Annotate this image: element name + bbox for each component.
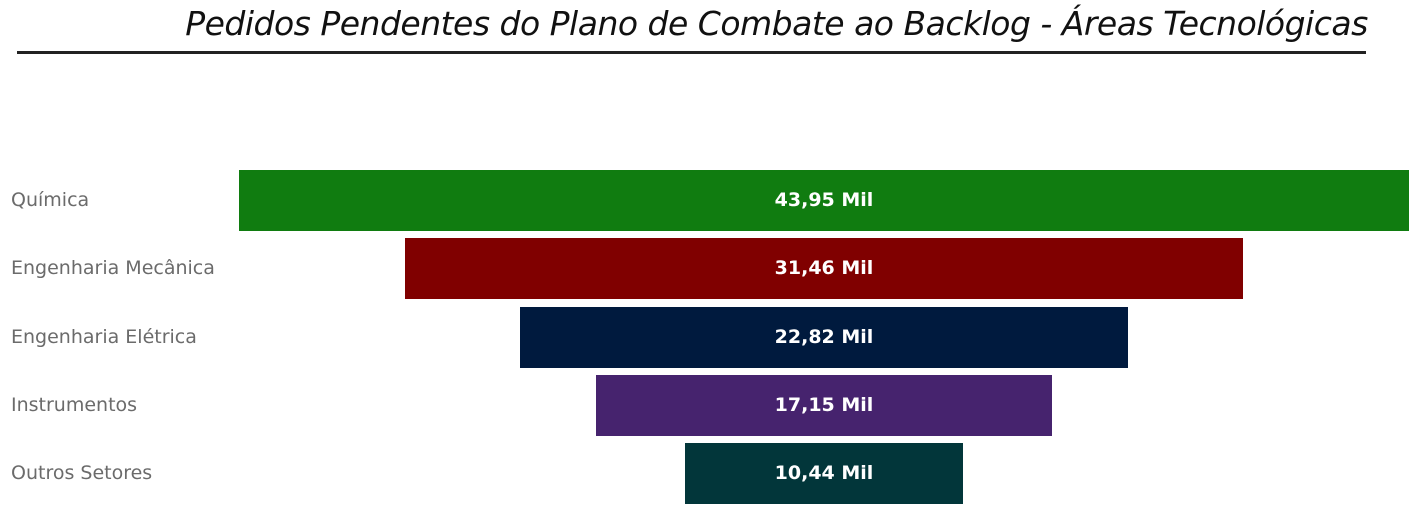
category-label: Engenharia Elétrica xyxy=(11,307,197,368)
chart-title: Pedidos Pendentes do Plano de Combate ao… xyxy=(0,4,1413,43)
data-label: 10,44 Mil xyxy=(685,443,963,504)
data-label: 31,46 Mil xyxy=(405,238,1243,299)
category-label: Outros Setores xyxy=(11,443,152,504)
category-label: Engenharia Mecânica xyxy=(11,238,215,299)
category-label: Química xyxy=(11,170,89,231)
data-label: 43,95 Mil xyxy=(239,170,1409,231)
data-label: 22,82 Mil xyxy=(520,307,1127,368)
data-label: 17,15 Mil xyxy=(596,375,1053,436)
category-label: Instrumentos xyxy=(11,375,137,436)
title-underline xyxy=(17,51,1366,54)
